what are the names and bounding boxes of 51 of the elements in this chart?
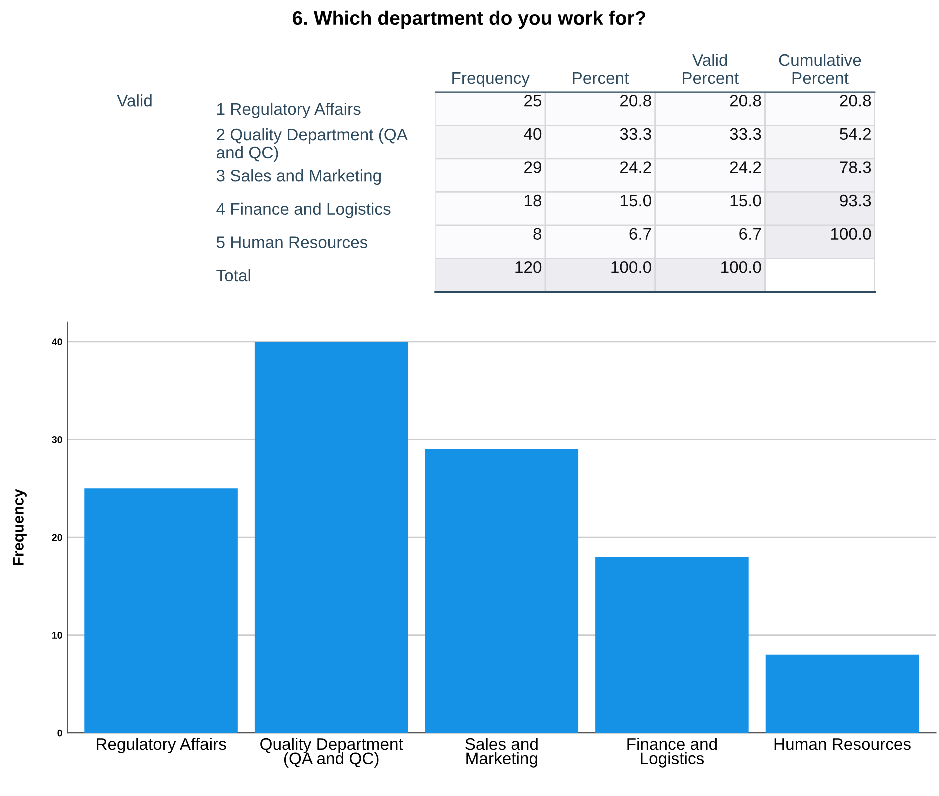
- chart-title: 6. Which department do you work for?: [293, 10, 646, 29]
- data-label: 93.3: [840, 194, 872, 207]
- data-label: 120: [516, 261, 542, 274]
- data-label: 24.2: [620, 162, 652, 174]
- y-axis-title: Frequency: [13, 489, 27, 566]
- x-tick-label: Cumulative Percent: [779, 54, 862, 84]
- data-label: 29: [524, 162, 542, 174]
- data-label: 33.3: [620, 128, 652, 140]
- data-label: 15.0: [620, 194, 652, 207]
- x-tick-label: Finance and Logistics: [628, 738, 717, 768]
- data-label: 6.7: [740, 228, 762, 240]
- data-label: 25: [524, 95, 542, 107]
- x-tick-label: Valid Percent: [683, 54, 739, 84]
- data-label: 33.3: [730, 128, 762, 140]
- data-label: 8: [534, 228, 542, 240]
- x-tick-label: Sales and Marketing: [466, 738, 538, 768]
- x-tick-label: Regulatory Affairs: [97, 738, 226, 754]
- y-tick-label: 20: [52, 534, 62, 542]
- y-tick-label: 3 Sales and Marketing: [216, 170, 382, 186]
- y-tick-label: 30: [52, 436, 62, 444]
- y-tick-label: 4 Finance and Logistics: [216, 202, 391, 218]
- bar: [254, 342, 408, 734]
- data-label: 100.0: [831, 228, 872, 240]
- y-tick-label: 5 Human Resources: [216, 236, 368, 248]
- data-label: 78.3: [840, 162, 872, 174]
- x-tick-label: Percent: [573, 72, 630, 84]
- data-label: 24.2: [730, 162, 762, 174]
- data-label: 20.8: [620, 95, 652, 107]
- y-tick-label: 10: [52, 632, 62, 639]
- x-tick-label: Frequency: [452, 72, 530, 88]
- bar: [84, 488, 238, 734]
- data-label: 100.0: [612, 261, 652, 274]
- x-tick-label: Human Resources: [774, 738, 911, 750]
- data-label: 6.7: [630, 228, 652, 240]
- y-tick-label: 40: [52, 338, 62, 346]
- data-label: 40: [524, 128, 542, 140]
- y-tick-label: 2 Quality Department (QA and QC): [216, 128, 408, 162]
- bar: [596, 557, 749, 734]
- y-tick-label: 1 Regulatory Affairs: [218, 102, 361, 118]
- bar: [766, 654, 920, 734]
- y-tick-label: 0: [58, 730, 62, 737]
- data-label: 18: [524, 194, 542, 207]
- data-label: 20.8: [840, 95, 872, 107]
- data-label: 20.8: [730, 95, 762, 107]
- data-label: 100.0: [722, 261, 762, 274]
- data-label: 54.2: [840, 128, 872, 140]
- x-tick-label: Quality Department (QA and QC): [260, 738, 404, 768]
- bar: [425, 450, 579, 734]
- text: Valid: [117, 94, 152, 107]
- data-label: 15.0: [730, 194, 762, 207]
- y-tick-label: Total: [216, 269, 250, 282]
